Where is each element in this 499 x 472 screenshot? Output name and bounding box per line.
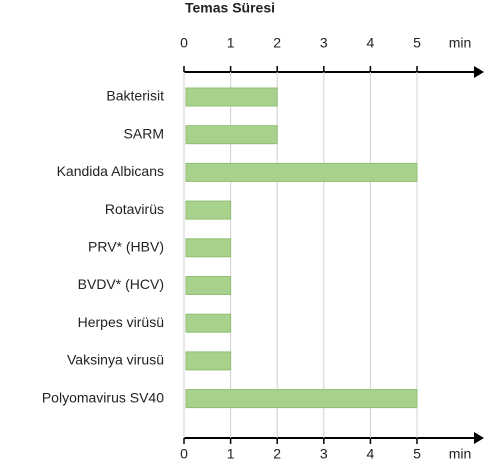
bottom-axis-arrow [474, 432, 484, 444]
x-tick-label: 1 [227, 446, 235, 462]
x-tick-label: 1 [227, 35, 235, 51]
bar [185, 276, 232, 295]
x-tick-label: 0 [180, 35, 188, 51]
x-tick-label: 4 [367, 446, 375, 462]
bar [185, 200, 232, 220]
x-tick-label: 2 [273, 35, 281, 51]
chart-title: Temas Süresi [185, 0, 275, 16]
x-tick-label: 3 [320, 35, 328, 51]
x-tick-label: 5 [413, 35, 421, 51]
y-tick-label: BVDV* (HCV) [78, 276, 164, 292]
bar [185, 313, 232, 333]
x-axis-label-top: min [449, 35, 472, 51]
bar [185, 87, 278, 107]
bar [185, 125, 278, 145]
y-tick-label: Herpes virüsü [78, 314, 164, 330]
x-tick-label: 5 [413, 446, 421, 462]
x-tick-label: 4 [367, 35, 375, 51]
bar [185, 389, 418, 409]
y-tick-label: Bakterisit [106, 88, 164, 104]
x-tick-label: 3 [320, 446, 328, 462]
y-tick-label: Kandida Albicans [57, 163, 164, 179]
x-tick-label: 0 [180, 446, 188, 462]
y-tick-label: Rotavirüs [105, 201, 164, 217]
bar [185, 238, 232, 258]
bar [185, 351, 232, 371]
y-tick-label: Polyomavirus SV40 [42, 389, 164, 405]
top-axis-arrow [474, 66, 484, 78]
y-tick-label: PRV* (HBV) [88, 239, 164, 255]
x-axis-label-bottom: min [449, 446, 472, 462]
y-tick-label: SARM [124, 125, 164, 141]
bar [185, 162, 418, 182]
y-tick-label: Vaksinya virusü [67, 352, 164, 368]
x-tick-label: 2 [273, 446, 281, 462]
